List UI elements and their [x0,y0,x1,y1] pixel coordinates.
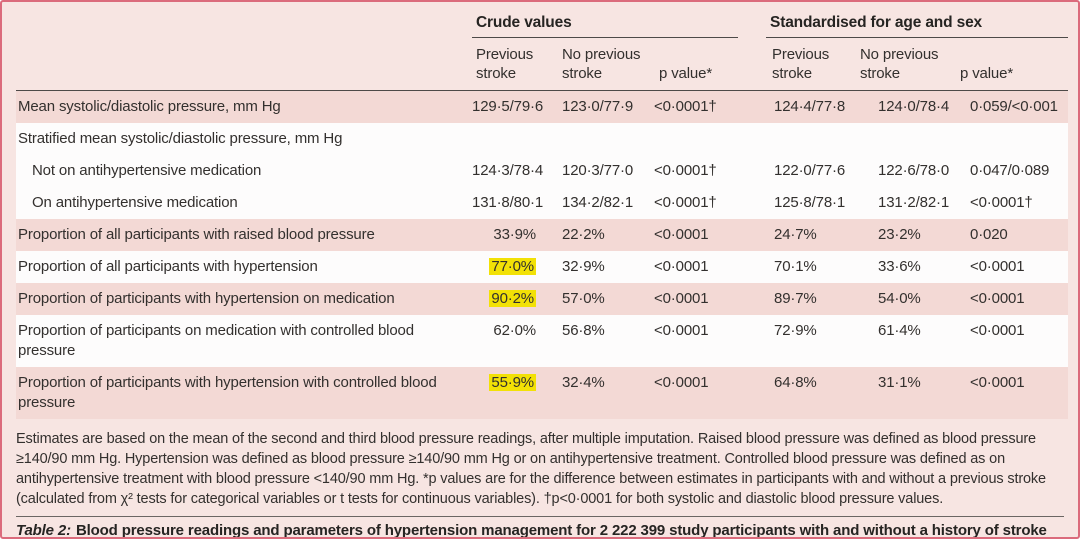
cell-value: <0·0001 [948,283,1069,315]
cell-value: 22·2% [558,219,654,251]
cell-value [948,123,1069,155]
cell-value: <0·0001 [654,251,766,283]
column-header-row: Previous stroke No previous stroke p val… [16,38,1069,91]
cell-value: <0·0001 [948,367,1069,419]
cell-value: 64·8% [766,367,858,419]
cell-value: 56·8% [558,315,654,367]
column-header-no-previous-stroke: No previous stroke [558,38,654,91]
cell-value: 23·2% [858,219,948,251]
row-label: Proportion of participants with hyperten… [16,283,472,315]
cell-value: 32·9% [558,251,654,283]
cell-value [558,123,654,155]
table-row: Proportion of all participants with hype… [16,251,1069,283]
column-header-previous-stroke: Previous stroke [766,38,858,91]
cell-value: <0·0001† [654,155,766,187]
cell-value [654,123,766,155]
column-header-p-value: p value* [948,38,1069,91]
cell-value: 31·1% [858,367,948,419]
cell-value: <0·0001† [654,90,766,123]
footnote-text: Estimates are based on the mean of the s… [16,431,1046,507]
highlight: 55·9% [489,374,536,391]
column-header-previous-stroke: Previous stroke [472,38,558,91]
caption-divider [16,516,1064,517]
cell-value: 55·9% [472,367,558,419]
table-caption-number: Table 2: [16,522,71,539]
cell-value: 120·3/77·0 [558,155,654,187]
row-label: On antihypertensive medication [16,187,472,219]
column-group-label: Crude values [472,14,738,38]
cell-value: 33·9% [472,219,558,251]
cell-value: 24·7% [766,219,858,251]
table-caption: Table 2: Blood pressure readings and para… [16,522,1064,539]
row-label: Proportion of all participants with hype… [16,251,472,283]
cell-value: 77·0% [472,251,558,283]
cell-value: 124·3/78·4 [472,155,558,187]
highlight: 90·2% [489,290,536,307]
cell-value: <0·0001† [948,187,1069,219]
cell-value: 0·047/0·089 [948,155,1069,187]
row-label: Proportion of all participants with rais… [16,219,472,251]
cell-value: <0·0001† [654,187,766,219]
cell-value: 0·059/<0·001 [948,90,1069,123]
cell-value: 0·020 [948,219,1069,251]
cell-value: 125·8/78·1 [766,187,858,219]
empty-corner-cell [16,38,472,91]
cell-value: <0·0001 [654,219,766,251]
cell-value: 124·0/78·4 [858,90,949,123]
cell-value [766,123,858,155]
cell-value: <0·0001 [654,367,766,419]
cell-value: 123·0/77·9 [558,90,654,123]
cell-value: 124·4/77·8 [766,90,858,123]
cell-value: 33·6% [858,251,948,283]
table-row: Proportion of participants with hyperten… [16,283,1069,315]
column-group-label: Standardised for age and sex [766,14,1069,38]
cell-value [472,123,558,155]
row-label: Mean systolic/diastolic pressure, mm Hg [16,90,472,123]
row-label: Stratified mean systolic/diastolic press… [16,123,472,155]
cell-value: <0·0001 [948,251,1069,283]
cell-value: 131·8/80·1 [472,187,558,219]
cell-value: 54·0% [858,283,948,315]
table-row: Not on antihypertensive medication 124·3/… [16,155,1069,187]
table-row: Proportion of participants with hyperten… [16,367,1069,419]
row-label: Not on antihypertensive medication [16,155,472,187]
cell-value: 129·5/79·6 [472,90,558,123]
empty-corner-cell [16,8,472,38]
highlight: 77·0% [489,258,536,275]
cell-value: 62·0% [472,315,558,367]
cell-value: 57·0% [558,283,654,315]
cell-value: <0·0001 [654,283,766,315]
column-group-crude: Crude values [472,8,766,38]
table-row: Proportion of all participants with rais… [16,219,1069,251]
table-row: Proportion of participants on medication… [16,315,1069,367]
cell-value: 90·2% [472,283,558,315]
cell-value: 122·0/77·6 [766,155,858,187]
cell-value: 122·6/78·0 [858,155,949,187]
cell-value: 70·1% [766,251,858,283]
row-label: Proportion of participants with hyperten… [16,367,472,419]
column-group-standardised: Standardised for age and sex [766,8,1069,38]
cell-value: 134·2/82·1 [558,187,654,219]
cell-value: <0·0001 [654,315,766,367]
cell-value: 89·7% [766,283,858,315]
cell-value: 72·9% [766,315,858,367]
table-row: On antihypertensive medication 131·8/80·1… [16,187,1069,219]
cell-value [858,123,948,155]
table-row: Stratified mean systolic/diastolic press… [16,123,1069,155]
blood-pressure-table: Crude values Standardised for age and se… [16,8,1069,419]
column-group-row: Crude values Standardised for age and se… [16,8,1069,38]
cell-value: 61·4% [858,315,948,367]
column-header-no-previous-stroke: No previous stroke [858,38,948,91]
row-label: Proportion of participants on medication… [16,315,472,367]
cell-value: <0·0001 [948,315,1069,367]
table-row: Mean systolic/diastolic pressure, mm Hg 1… [16,90,1069,123]
cell-value: 131·2/82·1 [858,187,949,219]
table-caption-text: Blood pressure readings and parameters o… [75,522,1047,539]
cell-value: 32·4% [558,367,654,419]
column-header-p-value: p value* [654,38,766,91]
